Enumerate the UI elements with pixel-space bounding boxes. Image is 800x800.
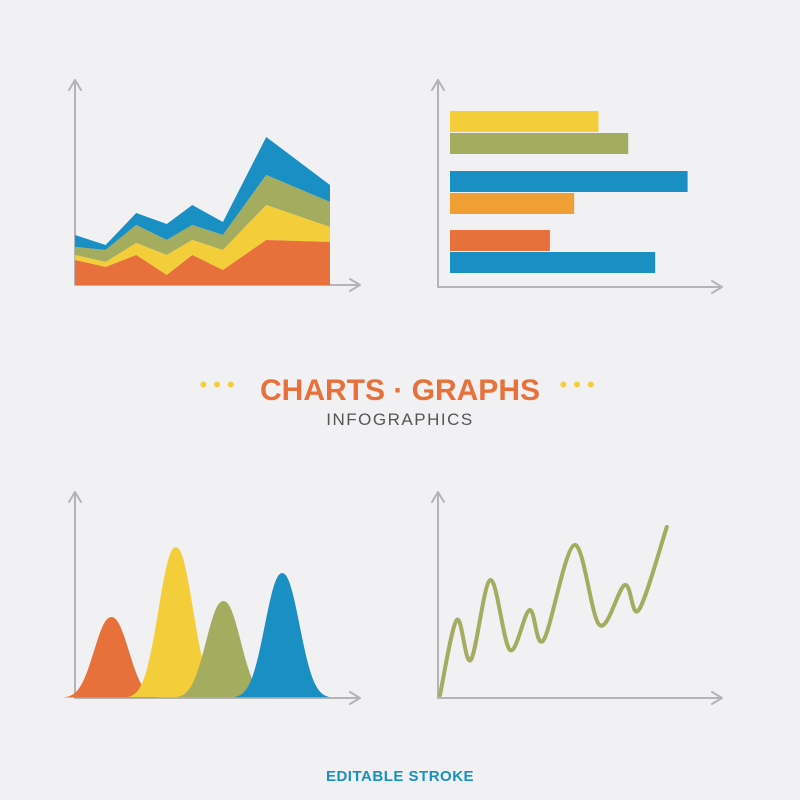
- decor-dots: •••: [559, 372, 600, 397]
- area: [75, 137, 330, 250]
- bell-curve: [63, 617, 160, 698]
- area: [75, 175, 330, 262]
- bar: [450, 171, 688, 192]
- title: CHARTS · GRAPHS: [260, 374, 540, 407]
- axis: [68, 491, 361, 705]
- bell-curve: [127, 547, 224, 698]
- area: [75, 205, 330, 275]
- area: [75, 240, 330, 285]
- bar: [450, 111, 599, 132]
- bell-curve: [234, 573, 331, 698]
- bar: [450, 230, 550, 251]
- bell-curve: [175, 601, 272, 698]
- footer: EDITABLE STROKE: [326, 768, 474, 785]
- charts: [63, 111, 688, 698]
- line: [438, 525, 669, 697]
- bar: [450, 133, 629, 154]
- decor-dots: •••: [199, 372, 240, 397]
- subtitle: INFOGRAPHICS: [326, 410, 473, 429]
- axis: [431, 79, 723, 294]
- axis: [431, 491, 723, 705]
- axis: [68, 79, 361, 292]
- axes: [68, 79, 723, 705]
- bar: [450, 193, 575, 214]
- bar: [450, 252, 656, 273]
